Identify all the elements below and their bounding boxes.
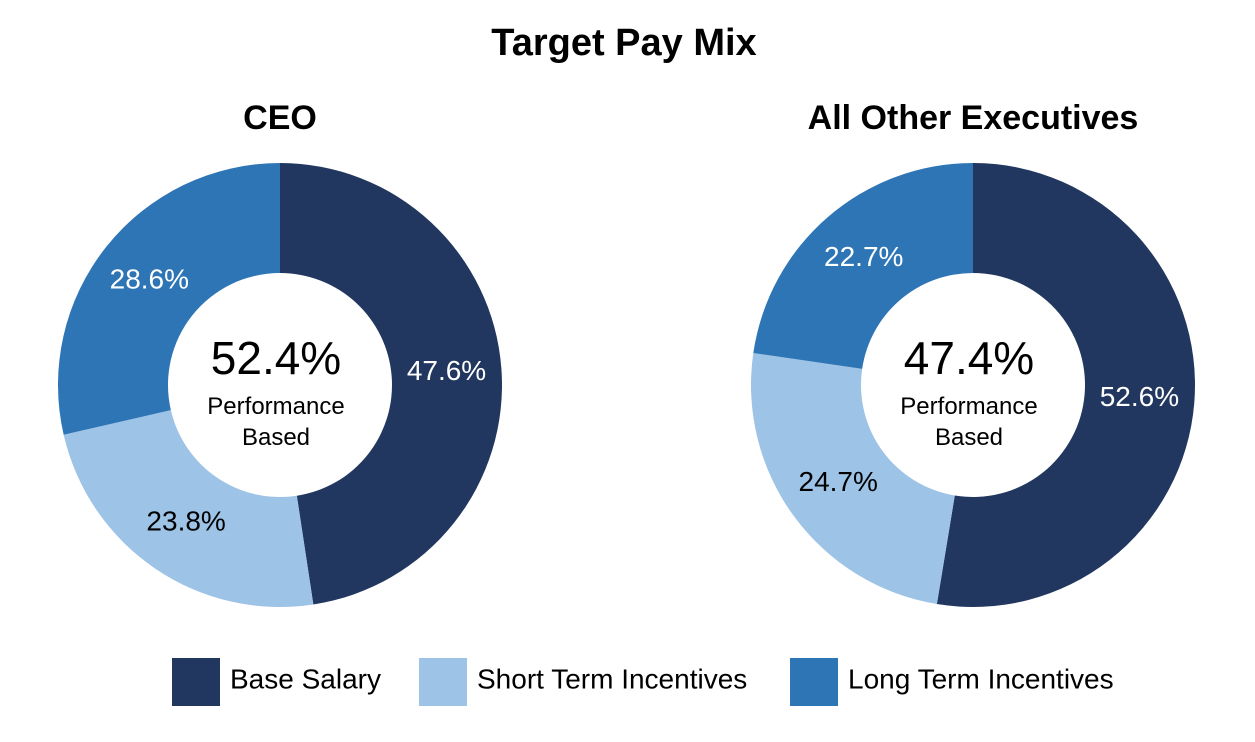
donut-slice — [280, 163, 502, 605]
donut-slice — [63, 410, 314, 607]
legend-swatch — [419, 658, 467, 706]
subplot-title: All Other Executives — [808, 99, 1139, 137]
data-label: 23.8% — [146, 506, 225, 537]
donut-slice — [57, 163, 281, 435]
data-label: 52.6% — [1100, 381, 1179, 412]
center-text: Performance Based — [900, 393, 1038, 451]
legend-label: Base Salary — [230, 663, 381, 694]
center-value: 47.4% — [904, 332, 1034, 384]
legend-label: Short Term Incentives — [477, 663, 747, 694]
legend-swatch — [790, 658, 838, 706]
donut-slice — [936, 163, 1196, 607]
chart-title: Target Pay Mix — [491, 22, 756, 64]
donut-slice — [753, 163, 973, 369]
data-label: 22.7% — [824, 241, 903, 272]
data-label: 47.6% — [407, 355, 486, 386]
data-label: 28.6% — [110, 263, 189, 294]
legend-label: Long Term Incentives — [848, 663, 1114, 694]
center-value: 52.4% — [211, 332, 341, 384]
center-text: Performance Based — [207, 393, 345, 451]
data-label: 24.7% — [799, 466, 878, 497]
subplot-title: CEO — [243, 99, 317, 137]
donut-slice — [751, 353, 955, 605]
legend-swatch — [172, 658, 220, 706]
